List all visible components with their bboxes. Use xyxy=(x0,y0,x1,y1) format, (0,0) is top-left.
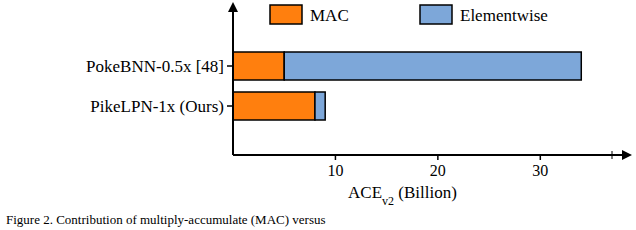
legend-swatch xyxy=(420,5,452,24)
bars xyxy=(233,52,581,120)
chart: 10 20 30 PokeBNN-0.5x [48] PikeLPN-1x (Ours)… xyxy=(0,0,636,230)
range-end xyxy=(612,151,613,159)
bar-segment xyxy=(233,52,284,80)
x-tick xyxy=(335,155,337,160)
x-axis xyxy=(233,154,630,156)
legend-swatch xyxy=(270,5,302,24)
legend-entry: MAC xyxy=(270,5,349,25)
y-axis xyxy=(232,4,234,155)
y-tick xyxy=(227,65,233,67)
bar-segment xyxy=(284,52,581,80)
bar-segment xyxy=(315,92,325,120)
legend-entry: Elementwise xyxy=(420,5,548,25)
x-tick xyxy=(540,155,542,160)
caption: Figure 2. Contribution of multiply-accum… xyxy=(6,212,326,227)
x-tick xyxy=(437,155,439,160)
legend-label: MAC xyxy=(310,6,349,25)
x-axis-label: ACEv2 (Billion) xyxy=(348,183,457,208)
x-tick-label: 30 xyxy=(532,162,548,179)
y-tick xyxy=(227,105,233,107)
bar-segment xyxy=(233,92,315,120)
x-tick-label: 20 xyxy=(430,162,446,179)
category-label: PokeBNN-0.5x [48] xyxy=(86,57,224,76)
legend-label: Elementwise xyxy=(460,6,548,25)
category-label: PikeLPN-1x (Ours) xyxy=(90,97,224,116)
x-tick-label: 10 xyxy=(327,162,343,179)
